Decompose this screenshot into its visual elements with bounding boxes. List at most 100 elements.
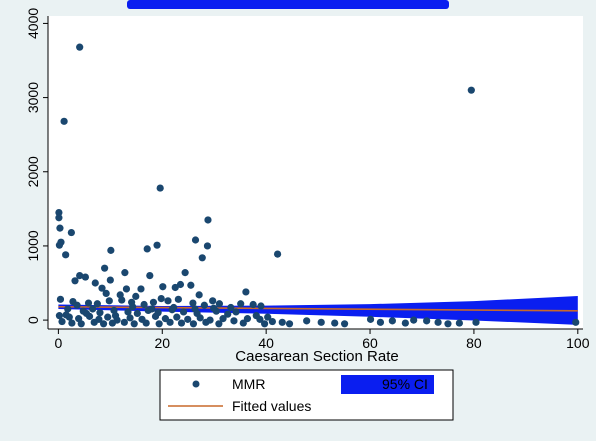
data-point-22 bbox=[81, 273, 89, 281]
y-tick-label-4000: 4000 bbox=[25, 8, 41, 39]
data-point-44 bbox=[73, 301, 81, 309]
data-point-117 bbox=[303, 317, 311, 325]
data-point-122 bbox=[376, 318, 385, 326]
data-point-63 bbox=[89, 305, 97, 313]
data-point-98 bbox=[278, 318, 286, 326]
legend-ci-label: 95% CI bbox=[382, 376, 428, 392]
data-point-93 bbox=[219, 315, 227, 323]
data-point-31 bbox=[187, 281, 195, 289]
data-point-136 bbox=[148, 305, 156, 313]
data-point-135 bbox=[129, 303, 137, 311]
data-point-74 bbox=[224, 310, 232, 318]
data-point-131 bbox=[572, 318, 580, 326]
data-point-26 bbox=[146, 271, 154, 280]
data-point-28 bbox=[159, 283, 167, 291]
ci-band-layer bbox=[58, 295, 578, 325]
data-point-35 bbox=[242, 288, 250, 296]
data-point-105 bbox=[120, 318, 128, 326]
data-point-94 bbox=[230, 317, 238, 325]
legend-fitted-label: Fitted values bbox=[232, 398, 311, 414]
data-point-132 bbox=[62, 311, 70, 319]
data-point-61 bbox=[64, 305, 72, 313]
data-point-45 bbox=[93, 300, 101, 308]
data-point-4 bbox=[55, 208, 63, 217]
data-point-11 bbox=[203, 242, 212, 250]
data-point-123 bbox=[388, 317, 396, 325]
data-point-128 bbox=[444, 320, 452, 328]
data-point-0 bbox=[76, 43, 84, 51]
legend-mmr-marker bbox=[192, 380, 200, 388]
data-point-96 bbox=[256, 315, 264, 323]
legend-ci-swatch bbox=[341, 375, 434, 394]
data-point-15 bbox=[107, 246, 115, 254]
data-point-139 bbox=[210, 304, 218, 312]
x-axis-label: Caesarean Section Rate bbox=[235, 348, 398, 365]
x-tick-label-20: 20 bbox=[154, 335, 170, 351]
data-point-14 bbox=[153, 241, 161, 249]
data-point-6 bbox=[204, 216, 212, 224]
data-point-43 bbox=[84, 299, 93, 307]
data-point-59 bbox=[249, 300, 257, 309]
ci-band bbox=[58, 295, 578, 325]
data-point-49 bbox=[140, 300, 148, 309]
data-point-8 bbox=[67, 228, 75, 237]
x-tick-label-0: 0 bbox=[54, 335, 62, 351]
x-tick-label-40: 40 bbox=[258, 335, 274, 351]
data-point-51 bbox=[164, 297, 172, 305]
data-point-33 bbox=[122, 285, 131, 293]
data-point-13 bbox=[143, 245, 151, 253]
data-point-115 bbox=[260, 320, 269, 328]
x-tick-label-100: 100 bbox=[566, 335, 590, 351]
data-point-103 bbox=[99, 320, 108, 328]
data-point-87 bbox=[151, 312, 160, 320]
data-point-53 bbox=[189, 299, 197, 307]
data-point-30 bbox=[176, 280, 185, 289]
data-point-60 bbox=[257, 302, 265, 310]
data-point-97 bbox=[268, 317, 276, 326]
data-point-104 bbox=[108, 319, 117, 327]
data-point-91 bbox=[196, 314, 204, 322]
data-point-17 bbox=[198, 254, 206, 262]
data-point-41 bbox=[56, 295, 65, 303]
data-point-46 bbox=[105, 297, 113, 305]
data-point-75 bbox=[232, 308, 240, 316]
clipped-top-bar bbox=[127, 0, 449, 9]
data-point-112 bbox=[202, 318, 210, 326]
data-point-52 bbox=[174, 295, 182, 303]
data-point-109 bbox=[166, 318, 174, 326]
data-point-58 bbox=[237, 300, 245, 308]
data-point-116 bbox=[285, 320, 294, 328]
x-tick-label-60: 60 bbox=[362, 335, 378, 351]
data-point-71 bbox=[179, 308, 188, 316]
data-point-99 bbox=[58, 317, 66, 326]
data-point-5 bbox=[55, 214, 63, 222]
data-point-126 bbox=[423, 317, 431, 325]
data-point-137 bbox=[170, 303, 178, 312]
data-point-3 bbox=[156, 184, 164, 192]
x-tick-label-80: 80 bbox=[466, 335, 482, 351]
data-point-78 bbox=[55, 312, 64, 320]
scatter-points bbox=[55, 43, 580, 328]
data-point-134 bbox=[111, 312, 120, 320]
data-point-38 bbox=[132, 292, 140, 300]
data-point-119 bbox=[331, 319, 339, 327]
data-point-16 bbox=[62, 251, 70, 259]
plot-area bbox=[48, 16, 583, 329]
y-tick-label-1000: 1000 bbox=[25, 230, 41, 261]
data-point-20 bbox=[121, 269, 129, 277]
data-point-129 bbox=[455, 319, 463, 327]
data-point-101 bbox=[77, 320, 85, 328]
data-point-64 bbox=[96, 309, 104, 317]
data-point-40 bbox=[195, 291, 203, 299]
data-point-27 bbox=[71, 277, 79, 285]
data-point-77 bbox=[264, 313, 272, 321]
data-point-107 bbox=[142, 319, 150, 327]
data-point-138 bbox=[191, 305, 199, 313]
data-point-47 bbox=[118, 296, 126, 304]
data-point-118 bbox=[317, 318, 325, 326]
data-point-124 bbox=[401, 319, 409, 327]
data-point-36 bbox=[102, 289, 110, 297]
data-point-67 bbox=[133, 309, 141, 318]
